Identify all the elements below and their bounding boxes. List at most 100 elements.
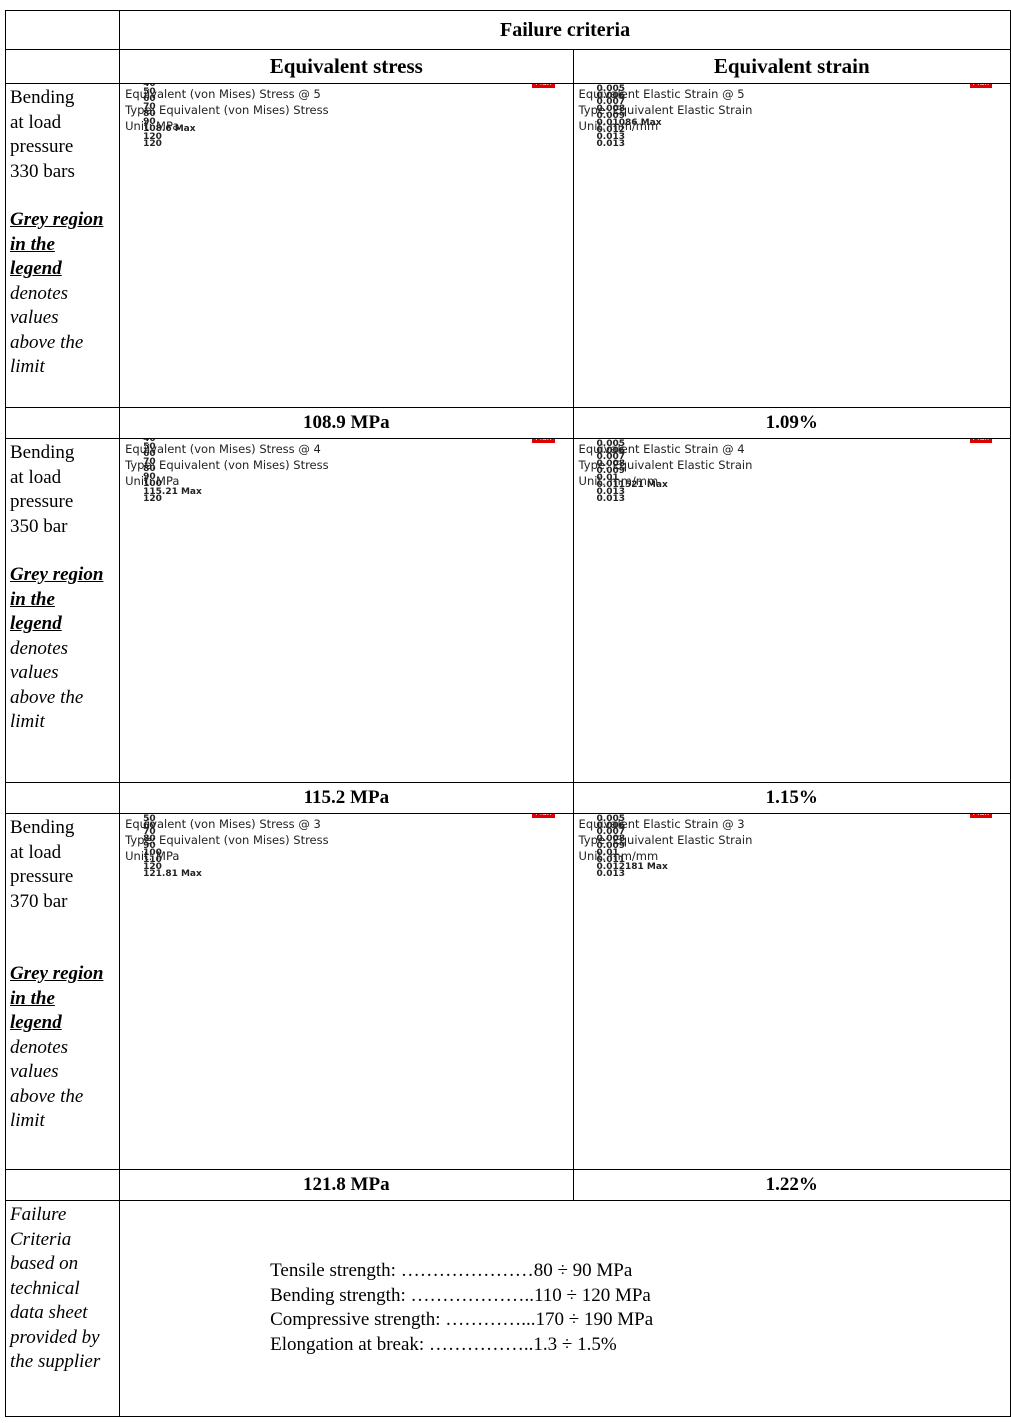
row-label: Bending at load pressure 350 bar Grey re… xyxy=(4,438,121,783)
legend-label: 90 xyxy=(143,116,156,127)
legend-label: 100 xyxy=(143,848,162,859)
legend-label: 80 xyxy=(143,834,156,845)
legend-label: 110 xyxy=(143,855,162,866)
row-label: Bending at load pressure 330 bars Grey r… xyxy=(4,83,121,408)
blank-cell xyxy=(4,407,121,439)
stress-plot-cell: Equivalent (von Mises) Stress @ 5 Type: E… xyxy=(119,83,574,408)
legend-label: 90 xyxy=(143,841,156,852)
blank-cell xyxy=(4,782,121,814)
legend-label: 115.21 Max xyxy=(143,486,202,497)
criteria-label-line: technical xyxy=(10,1277,80,1299)
legend-label: 0.011 xyxy=(596,855,626,866)
col-header-stress: Equivalent stress xyxy=(119,49,574,84)
max-marker-label: Max xyxy=(532,814,555,818)
row-label-line: pressure xyxy=(10,491,74,512)
legend-label: 50 xyxy=(143,441,156,452)
row-label-line: 350 bar xyxy=(10,515,68,537)
legend-label: 0.01 xyxy=(596,473,619,484)
note-grey: Grey region xyxy=(10,209,104,230)
failure-criteria-table: Failure criteria Equivalent stress Equiv… xyxy=(4,10,1011,1417)
legend-label: 0.007 xyxy=(596,452,626,463)
strain-result: 1.09% xyxy=(572,407,1011,439)
note-grey: Grey region xyxy=(10,963,104,984)
note-grey: legend xyxy=(10,613,62,634)
note-text: above the xyxy=(10,1085,84,1107)
max-marker-label: Max xyxy=(969,439,993,443)
legend-label: 120 xyxy=(143,139,162,149)
max-marker-label: Max xyxy=(969,84,993,88)
legend-label: 0.01086 Max xyxy=(596,118,662,129)
row-label-line: at load xyxy=(10,111,62,133)
corner-cell-2 xyxy=(4,49,121,84)
criteria-label-line: the supplier xyxy=(10,1351,101,1372)
criteria-label-line: based on xyxy=(10,1253,79,1274)
legend-label: 0.013 xyxy=(596,487,626,498)
plot-title-line: Unit: MPa xyxy=(125,474,180,488)
legend-label: 0.012181 Max xyxy=(596,862,668,873)
criteria-label-line: provided by xyxy=(10,1326,100,1348)
spec-bending: Bending strength: ………………..110 ÷ 120 MPa xyxy=(270,1284,651,1306)
plot-title-line: Unit: MPa xyxy=(125,849,180,863)
note-text: above the xyxy=(10,331,84,353)
note-grey: Grey region xyxy=(10,564,104,585)
legend-label: 0.008 xyxy=(596,104,626,115)
note-text: denotes xyxy=(10,282,69,304)
legend-label: 0.005 xyxy=(596,438,626,449)
row-label-line: Bending xyxy=(10,87,75,108)
plot-title-line: Unit: MPa xyxy=(125,119,180,133)
legend-label: 0.012 xyxy=(596,125,626,136)
legend-label: 70 xyxy=(143,827,156,838)
row-label-line: at load xyxy=(10,466,62,488)
row-label-line: pressure xyxy=(10,136,74,157)
legend-label: 50 xyxy=(143,813,156,824)
plot-title-line: Equivalent Elastic Strain @ 3 xyxy=(578,817,745,831)
legend-label: 108.6 Max xyxy=(143,124,196,134)
legend-label: 0.013 xyxy=(596,494,626,504)
legend-label: 90 xyxy=(143,471,156,482)
legend-label: 0.011521 Max xyxy=(596,480,668,491)
plot-title-line: Equivalent (von Mises) Stress @ 4 xyxy=(125,442,321,456)
legend-label: 50 xyxy=(143,86,156,97)
note-text: denotes xyxy=(10,1036,69,1058)
legend-label: 0.005 xyxy=(596,83,626,94)
legend-label: 0.005 xyxy=(596,813,626,824)
strain-plot-cell: Equivalent Elastic Strain @ 4 Type: Equiv… xyxy=(572,438,1011,783)
note-text: limit xyxy=(10,356,45,377)
legend-label: 60 xyxy=(143,820,156,831)
criteria-label-line: data sheet xyxy=(10,1302,88,1323)
legend-label: 70 xyxy=(143,101,156,112)
note-grey: in the xyxy=(10,588,55,610)
spec-tensile: Tensile strength: …………………80 ÷ 90 MPa xyxy=(270,1260,633,1281)
note-text: values xyxy=(10,307,59,328)
legend-label: 0.009 xyxy=(596,466,626,477)
criteria-label-line: Criteria xyxy=(10,1228,72,1250)
legend-label: 40 xyxy=(143,83,156,90)
plot-title-line: Unit: mm/mm xyxy=(578,474,659,488)
legend-label: 70 xyxy=(143,456,156,467)
legend-label: 0.009 xyxy=(596,111,626,122)
row-label: Bending at load pressure 370 bar Grey re… xyxy=(4,813,121,1170)
criteria-label: Failure Criteria based on technical data… xyxy=(4,1200,121,1417)
row-label-line: at load xyxy=(10,841,62,863)
legend-label: 0.004 xyxy=(597,440,625,442)
stress-plot-cell: Equivalent (von Mises) Stress @ 4 Type: E… xyxy=(119,438,574,783)
legend-label: 120 xyxy=(143,494,162,504)
plot-title-line: Type: Equivalent Elastic Strain xyxy=(578,458,753,472)
note-text: limit xyxy=(10,711,45,732)
row-label-line: pressure xyxy=(10,866,74,887)
note-grey: in the xyxy=(10,233,55,255)
legend-label: 0.007 xyxy=(596,97,626,108)
legend-label: 121.81 Max xyxy=(143,869,202,879)
table-title: Failure criteria xyxy=(119,10,1011,50)
criteria-specs: Tensile strength: …………………80 ÷ 90 MPa Ben… xyxy=(119,1200,1011,1417)
plot-title-line: Equivalent (von Mises) Stress @ 3 xyxy=(125,817,321,831)
legend-label: 0.013 xyxy=(596,132,626,143)
stress-result: 108.9 MPa xyxy=(119,407,574,439)
stress-result: 121.8 MPa xyxy=(119,1169,574,1201)
note-text: limit xyxy=(10,1110,45,1131)
col-header-strain: Equivalent strain xyxy=(572,49,1011,84)
legend-label: 0.009 xyxy=(596,841,626,852)
row-label-line: 370 bar xyxy=(10,890,68,912)
legend-label: 100 xyxy=(143,479,162,489)
note-grey: in the xyxy=(10,987,55,1009)
